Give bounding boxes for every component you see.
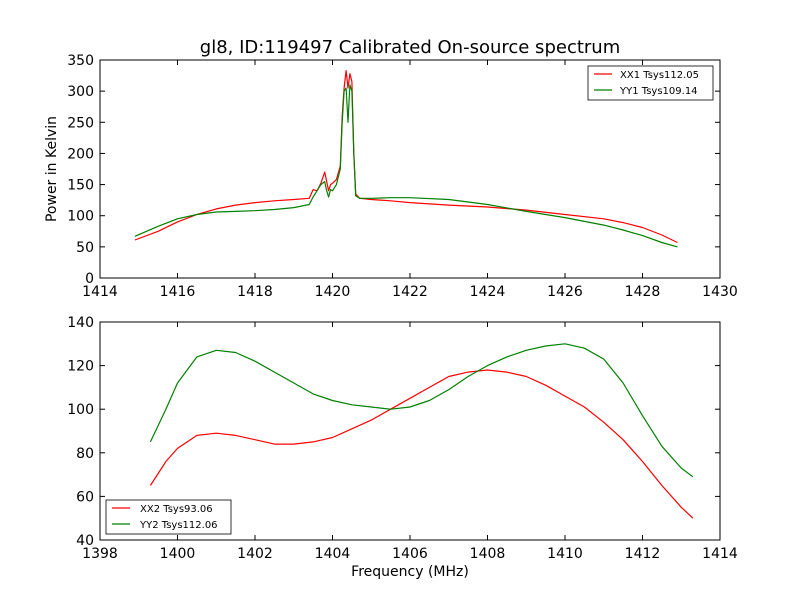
- y-tick-label: 200: [67, 146, 94, 162]
- x-axis: 1414 1416 1418 1420 1422 1424 1426 1428 1430: [82, 60, 738, 300]
- y-tick-label: 350: [67, 53, 94, 69]
- series-line-0: [149, 369, 694, 519]
- y-tick-label: 100: [67, 209, 94, 225]
- y-tick-label: 0: [85, 271, 94, 287]
- y-tick-label: 120: [67, 359, 94, 375]
- x-tick-label: 1402: [237, 546, 273, 562]
- y-tick-label: 140: [67, 315, 94, 331]
- x-axis-label: Frequency (MHz): [351, 564, 469, 580]
- x-tick-label: 1420: [315, 284, 351, 300]
- legend: XX1 Tsys112.05 YY1 Tsys109.14: [587, 65, 714, 101]
- x-tick-label: 1426: [547, 284, 583, 300]
- y-tick-label: 300: [67, 84, 94, 100]
- x-tick-label: 1414: [82, 284, 118, 300]
- x-tick-label: 1398: [82, 546, 118, 562]
- legend-box: [587, 65, 714, 101]
- y-tick-label: 60: [76, 489, 94, 505]
- x-tick-label: 1406: [392, 546, 428, 562]
- y-tick-label: 50: [76, 240, 94, 256]
- series-lines: [149, 343, 694, 519]
- x-tick-label: 1412: [625, 546, 661, 562]
- x-tick-label: 1428: [625, 284, 661, 300]
- legend: XX2 Tsys93.06 YY2 Tsys112.06: [105, 499, 232, 535]
- y-tick-label: 150: [67, 178, 94, 194]
- x-tick-label: 1430: [702, 284, 738, 300]
- y-tick-label: 250: [67, 115, 94, 131]
- x-tick-label: 1422: [392, 284, 428, 300]
- x-tick-label: 1414: [702, 546, 738, 562]
- series-line-1: [149, 343, 694, 478]
- x-axis: 1398 1400 1402 1404 1406 1408 1410 1412 1414: [82, 322, 738, 562]
- legend-label-1: YY1 Tsys109.14: [619, 86, 698, 97]
- legend-box: [105, 499, 232, 535]
- x-tick-label: 1400: [160, 546, 196, 562]
- y-axis: 0 50 100 150 200 250 300 350: [67, 53, 720, 287]
- x-tick-label: 1408: [470, 546, 506, 562]
- legend-label-0: XX1 Tsys112.05: [620, 70, 699, 81]
- legend-label-1: YY2 Tsys112.06: [139, 520, 218, 531]
- x-tick-label: 1418: [237, 284, 273, 300]
- legend-label-0: XX2 Tsys93.06: [140, 504, 213, 515]
- chart-title: gl8, ID:119497 Calibrated On-source spec…: [200, 37, 620, 58]
- series-line-1: [134, 84, 678, 248]
- x-tick-label: 1410: [547, 546, 583, 562]
- subplot-top: gl8, ID:119497 Calibrated On-source spec…: [44, 37, 738, 300]
- y-tick-label: 80: [76, 446, 94, 462]
- y-axis: 40 60 80 100 120 140: [67, 315, 720, 549]
- series-lines: [134, 69, 678, 248]
- x-tick-label: 1424: [470, 284, 506, 300]
- x-tick-label: 1404: [315, 546, 351, 562]
- y-tick-label: 40: [76, 533, 94, 549]
- x-tick-label: 1416: [160, 284, 196, 300]
- subplot-bottom: Frequency (MHz) 1398 1400 1402 1404 1406 1408…: [67, 315, 738, 580]
- y-tick-label: 100: [67, 402, 94, 418]
- y-axis-label: Power in Kelvin: [44, 116, 60, 222]
